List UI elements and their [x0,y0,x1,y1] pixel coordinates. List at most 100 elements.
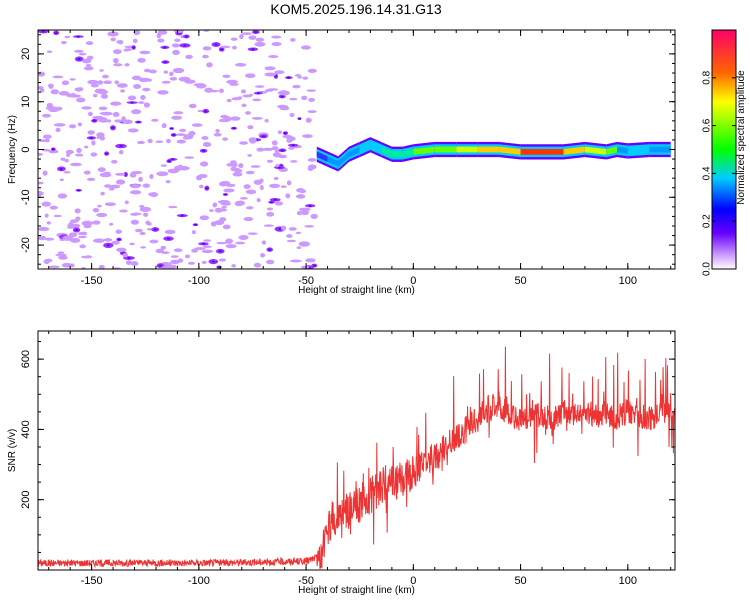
noise-blob [115,229,122,234]
noise-blob [69,78,76,81]
noise-core [205,187,209,190]
noise-blob [215,128,220,133]
noise-blob [76,87,81,92]
noise-blob [53,123,66,127]
noise-blob [77,235,87,239]
x-tick-label: 100 [619,275,637,287]
noise-blob [308,97,316,102]
noise-blob [292,84,301,89]
x-tick-label: 100 [619,575,637,587]
noise-blob [274,70,285,75]
noise-core [172,133,176,136]
noise-blob [286,239,297,243]
noise-blob [217,208,228,212]
noise-blob [241,32,252,36]
y-tick-label: -20 [20,237,32,253]
noise-blob [53,214,62,218]
ridge-core [348,146,360,158]
noise-blob [111,159,118,164]
noise-core [220,48,224,51]
noise-blob [298,241,310,247]
noise-blob [232,45,237,50]
noise-blob [139,50,151,55]
noise-core [89,136,93,139]
colorbar-tick-label: 0.4 [702,166,713,180]
noise-blob [247,154,252,157]
noise-blob [290,37,296,42]
noise-core [167,160,171,163]
ridge-core [359,141,371,153]
noise-blob [65,149,74,155]
noise-blob [213,132,222,137]
noise-blob [245,111,251,115]
noise-blob [50,89,59,95]
noise-blob [169,77,178,81]
x-tick-label: 0 [410,275,416,287]
noise-core [111,126,115,129]
noise-blob [307,110,317,113]
noise-blob [59,178,64,182]
noise-blob [209,209,214,212]
noise-blob [42,134,52,139]
noise-blob [184,156,195,159]
noise-blob [78,52,87,56]
noise-blob [170,255,179,258]
noise-blob [298,207,311,212]
noise-blob [166,264,177,269]
noise-blob [238,162,244,169]
top-ylabel: Frequency (Hz) [7,115,18,184]
noise-blob [103,80,112,85]
noise-blob [146,227,153,231]
noise-core [170,127,174,130]
noise-blob [96,212,108,218]
noise-blob [147,222,152,226]
noise-blob [307,68,317,73]
ridge-core [381,146,392,158]
ridge-core [456,146,478,153]
noise-core [278,228,282,231]
noise-blob [138,205,145,208]
noise-blob [55,127,61,133]
noise-blob [235,62,247,67]
noise-blob [230,166,237,172]
noise-blob [259,184,264,191]
noise-blob [286,234,293,238]
noise-core [105,152,109,155]
noise-blob [247,232,258,235]
noise-core [171,158,175,161]
noise-blob [97,204,102,208]
noise-blob [197,173,208,179]
y-tick-label: -10 [20,189,32,205]
noise-blob [129,172,137,178]
x-tick-label: 0 [410,575,416,587]
noise-core [183,44,187,47]
noise-blob [225,244,237,249]
noise-core [117,238,121,241]
noise-core [312,264,316,267]
noise-blob [172,67,185,74]
noise-blob [296,246,302,250]
noise-core [280,95,284,98]
noise-blob [253,262,262,268]
ridge-core [520,149,543,155]
noise-blob [68,124,77,129]
noise-core [51,148,55,151]
noise-blob [302,76,309,80]
noise-blob [63,237,73,241]
noise-blob [234,200,243,207]
noise-blob [111,240,120,245]
noise-blob [104,202,117,206]
noise-blob [44,213,49,218]
noise-blob [124,63,130,67]
noise-blob [137,140,145,145]
noise-blob [273,176,279,180]
noise-blob [120,89,125,93]
y-tick-label: 10 [20,96,32,108]
noise-blob [263,224,274,227]
noise-blob [202,54,209,59]
noise-blob [259,178,264,183]
noise-blob [83,224,92,229]
noise-blob [255,37,265,42]
